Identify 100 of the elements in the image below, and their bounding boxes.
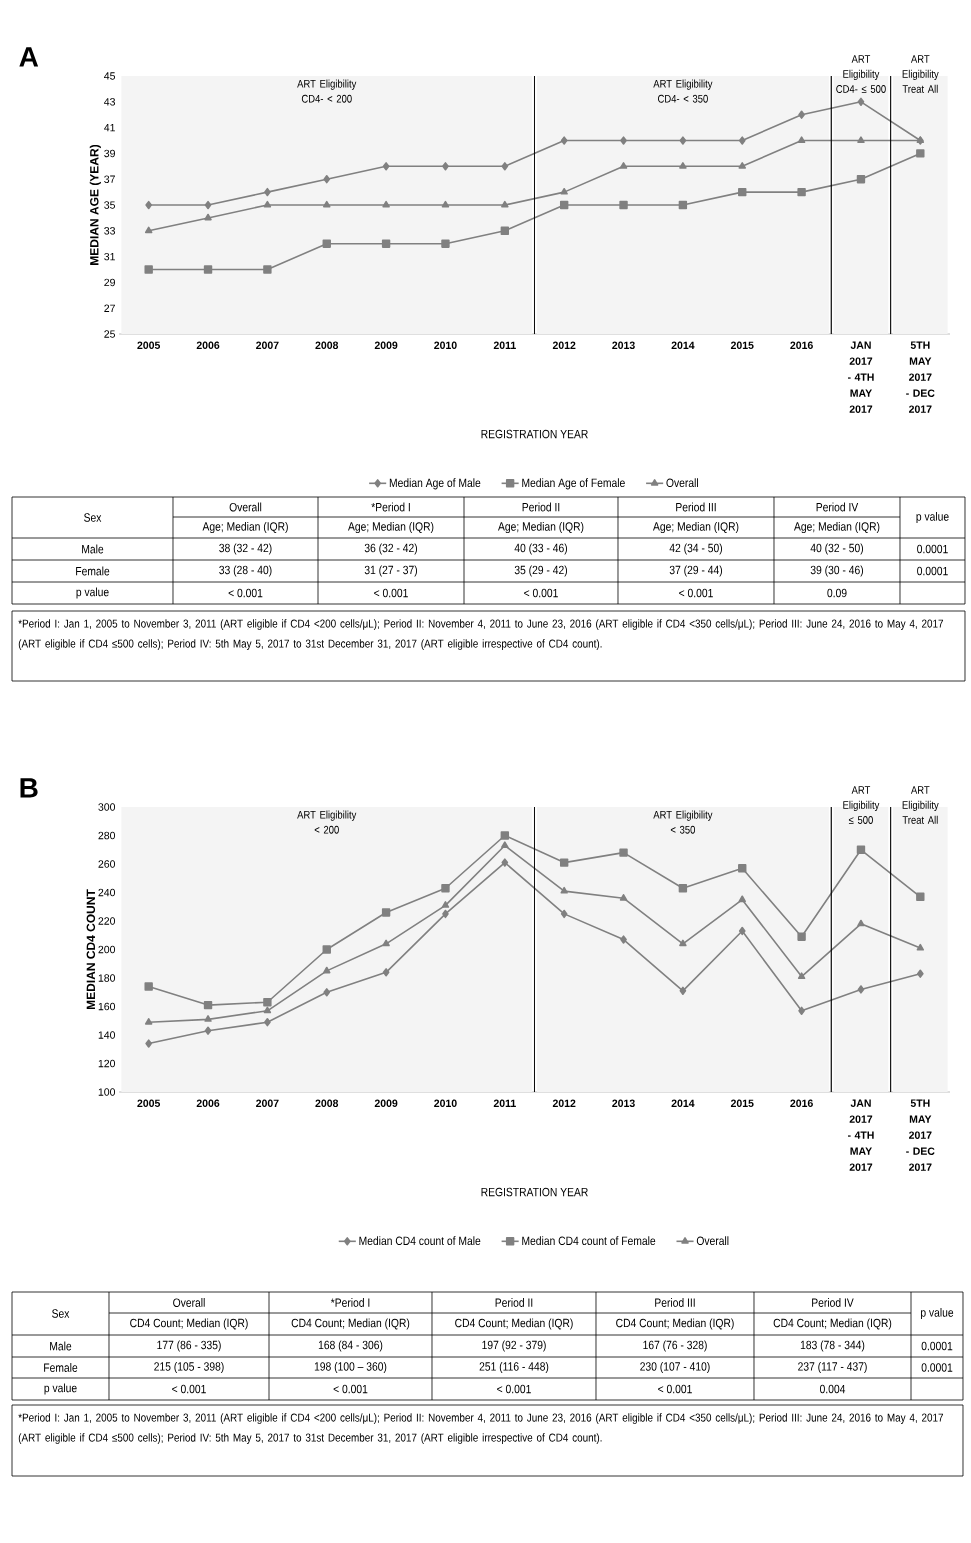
y-axis-title: MEDIAN AGE (YEAR)	[89, 144, 101, 265]
text: 0.09	[827, 588, 847, 598]
point	[501, 858, 509, 867]
point	[381, 239, 391, 248]
category-label: Female	[44, 1363, 78, 1372]
y-tick-label: 33	[104, 227, 115, 235]
y-tick-label: 240	[98, 888, 116, 897]
point	[916, 969, 924, 978]
text: CD4 Count; Median (IQR)	[130, 1318, 248, 1330]
point	[323, 200, 331, 208]
category-label: Male	[82, 544, 104, 554]
point	[560, 909, 568, 919]
x-tick-label: 2006	[196, 1099, 220, 1107]
y-tick-label: 37	[104, 175, 115, 183]
point	[441, 239, 450, 248]
x-tick-label: 2011	[493, 1099, 516, 1107]
x-tick-label: 2015	[730, 1099, 754, 1107]
category-label: Period II	[495, 1298, 533, 1307]
point	[204, 1015, 212, 1022]
text: < 0.001	[228, 588, 263, 598]
y-tick-label: 220	[98, 917, 116, 925]
y-tick-label: 300	[98, 803, 116, 811]
point	[797, 187, 806, 197]
y-tick-label: 35	[104, 201, 116, 209]
y-tick-label: 200	[98, 945, 116, 954]
text: 183 (78 - 344)	[800, 1340, 865, 1352]
text: 36 (32 - 42)	[364, 543, 418, 555]
point	[916, 943, 925, 951]
point	[856, 845, 866, 854]
text: 39 (30 - 46)	[810, 565, 864, 577]
text: < 0.001	[524, 588, 558, 598]
point	[798, 1006, 805, 1015]
text: CD4 Count; Median (IQR)	[616, 1318, 734, 1330]
point	[560, 136, 568, 145]
x-tick-label: 2010	[434, 341, 457, 349]
text: < 0.001	[172, 1384, 206, 1394]
x-tick-label: 2012	[552, 1099, 576, 1107]
point	[679, 939, 687, 947]
text: Sex	[52, 1309, 70, 1318]
point	[264, 1017, 271, 1027]
point	[857, 136, 865, 144]
y-tick-label: 39	[104, 149, 115, 158]
category-label: Female	[76, 566, 110, 576]
point	[145, 200, 153, 210]
point	[679, 986, 687, 996]
text: < 0.001	[497, 1384, 531, 1394]
x-tick-label: 2005	[137, 341, 161, 349]
text: 215 (105 - 398)	[154, 1361, 224, 1374]
y-tick-label: 29	[104, 278, 115, 287]
y-tick-label: 260	[98, 860, 116, 868]
text: Age; Median (IQR)	[348, 521, 434, 534]
legend-label: Overall	[696, 1236, 729, 1246]
point	[797, 932, 806, 941]
y-tick-label: 180	[98, 974, 116, 982]
point	[798, 110, 805, 119]
category-label: p value	[921, 1307, 954, 1320]
text: *Period I: Jan 1, 2005 to November 3, 2011 (ART eligible if CD4 <200 cells/μL); Period II: November 4, 2011 to June 23, 2016 (ART eligible if CD4 <350 cells/μL); Period III: June 24, 2016 to May 4, 2017 (ART eligible if CD4 ≤500 cells); Period IV: 5th May 5, 2017 to 31st December 31, 2017 (ART eligible irrespective of CD4 count).	[18, 619, 944, 650]
y-tick-label: 45	[104, 72, 116, 80]
text: 0.0001	[921, 1363, 953, 1372]
point	[857, 919, 865, 927]
point	[619, 848, 628, 857]
y-tick-label: 280	[98, 831, 116, 840]
point	[857, 985, 865, 994]
text: 197 (92 - 379)	[482, 1340, 546, 1352]
point	[678, 884, 688, 893]
category-label: Period III	[655, 1298, 695, 1307]
point	[501, 841, 509, 848]
point	[382, 200, 390, 208]
point	[679, 136, 687, 145]
text: 0.0001	[921, 1341, 953, 1351]
x-tick-label: 2008	[315, 1099, 339, 1107]
point	[263, 200, 272, 208]
text: 198 (100 – 360)	[314, 1361, 387, 1374]
text: 35 (29 - 42)	[514, 565, 568, 577]
category-label: Period IV	[816, 502, 859, 512]
point	[857, 97, 865, 107]
point	[619, 200, 628, 210]
point	[204, 1026, 212, 1035]
point	[916, 892, 925, 901]
point	[679, 162, 687, 169]
text: 40 (32 - 50)	[810, 543, 864, 555]
text: 38 (32 - 42)	[219, 543, 272, 555]
x-axis-title: REGISTRATION YEAR	[481, 429, 588, 439]
point	[322, 239, 331, 248]
chart-title: A	[19, 47, 39, 67]
point	[144, 226, 153, 234]
text: 251 (116 - 448)	[479, 1361, 549, 1374]
point	[619, 162, 628, 169]
text: 168 (84 - 306)	[318, 1340, 383, 1352]
point	[560, 187, 568, 195]
point	[797, 136, 806, 144]
point	[738, 864, 747, 873]
category-label: p value	[76, 587, 109, 599]
text: 37 (29 - 44)	[669, 565, 723, 577]
x-tick-label: 2007	[256, 1099, 279, 1107]
point	[144, 982, 153, 991]
point	[738, 136, 746, 145]
point	[738, 187, 747, 197]
text: 237 (117 - 437)	[798, 1361, 867, 1374]
point	[203, 265, 213, 274]
